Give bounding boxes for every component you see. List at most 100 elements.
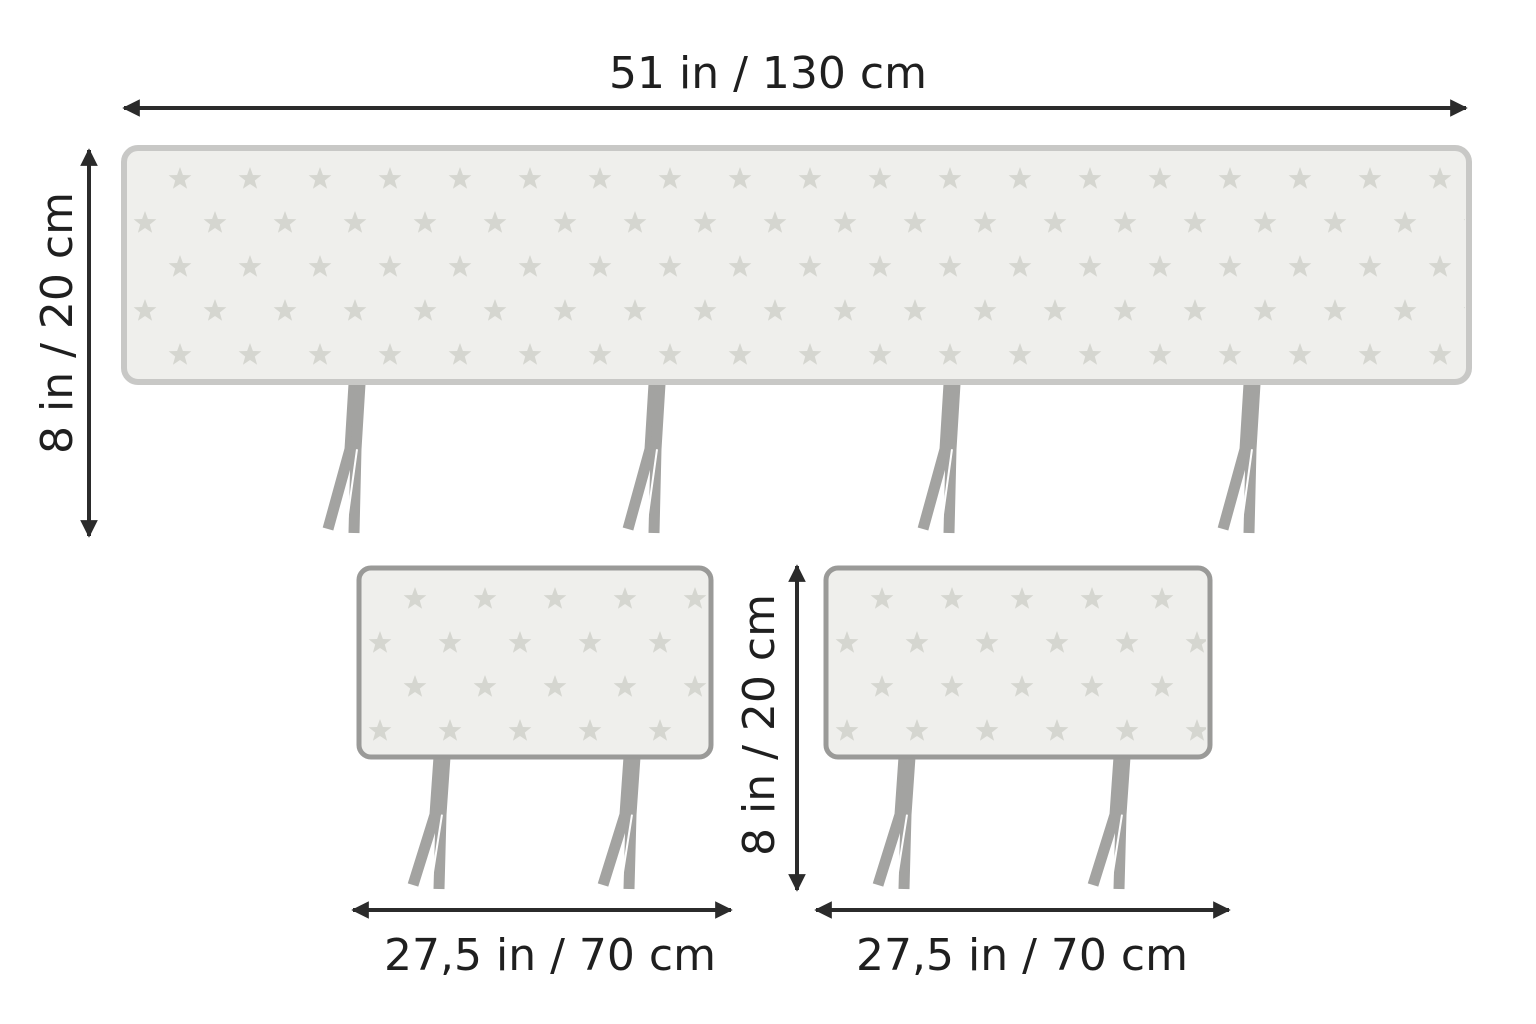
- star-icon: [413, 211, 437, 233]
- star-icon: [238, 255, 262, 277]
- star-icon: [1010, 587, 1034, 609]
- star-icon: [973, 211, 997, 233]
- star-icon: [1078, 343, 1102, 365]
- star-icon: [368, 631, 392, 653]
- star-icon: [308, 343, 332, 365]
- star-icon: [343, 299, 367, 321]
- star-icon: [508, 719, 532, 741]
- star-icon: [1253, 299, 1277, 321]
- star-icon: [483, 299, 507, 321]
- star-icon: [308, 167, 332, 189]
- star-icon: [1499, 167, 1522, 189]
- star-icon: [1218, 343, 1242, 365]
- star-icon: [1150, 587, 1174, 609]
- star-icon: [543, 675, 567, 697]
- tie-ribbon: [407, 756, 445, 887]
- small-right-width-label: 27,5 in / 70 cm: [856, 930, 1188, 981]
- star-icon: [1428, 167, 1452, 189]
- star-icon: [973, 299, 997, 321]
- star-icon: [133, 299, 157, 321]
- star-icon: [975, 719, 999, 741]
- star-icon: [168, 343, 192, 365]
- star-icon: [413, 299, 437, 321]
- star-icon: [870, 587, 894, 609]
- star-icon: [1218, 167, 1242, 189]
- star-icon: [1393, 299, 1417, 321]
- star-icon: [1499, 343, 1522, 365]
- small-left-body: [356, 565, 714, 760]
- tie-separator: [895, 814, 908, 886]
- star-icon: [683, 587, 707, 609]
- star-icon: [1253, 211, 1277, 233]
- star-icon: [903, 211, 927, 233]
- star-icon: [648, 631, 672, 653]
- star-icon: [1148, 167, 1172, 189]
- star-icon: [1428, 343, 1452, 365]
- star-icon: [648, 719, 672, 741]
- tie-separator: [1110, 814, 1123, 886]
- star-icon: [728, 167, 752, 189]
- star-icon: [1113, 299, 1137, 321]
- star-icon: [448, 255, 472, 277]
- star-icon: [1288, 167, 1312, 189]
- star-icon: [273, 211, 297, 233]
- small-panel-left: [356, 565, 714, 890]
- small-panel-right: [823, 565, 1244, 890]
- star-icon: [833, 299, 857, 321]
- main-height-label: 8 in / 20 cm: [32, 192, 83, 454]
- star-icon: [588, 255, 612, 277]
- star-icon: [798, 167, 822, 189]
- star-icon: [1010, 675, 1034, 697]
- star-icon: [168, 255, 192, 277]
- star-icon: [728, 343, 752, 365]
- main-panel-ties: [322, 383, 1261, 534]
- star-icon: [940, 675, 964, 697]
- star-icon: [835, 587, 1244, 741]
- tie-ribbon: [917, 383, 955, 531]
- star-icon: [623, 299, 647, 321]
- star-icon: [1043, 299, 1067, 321]
- star-icon: [1148, 343, 1172, 365]
- star-icon: [518, 343, 542, 365]
- star-icon: [403, 587, 427, 609]
- star-icon: [1463, 307, 1465, 309]
- star-icon: [553, 211, 577, 233]
- small-left-ties: [407, 756, 641, 890]
- star-icon: [1045, 719, 1069, 741]
- star-icon: [1221, 675, 1244, 697]
- star-icon: [1043, 211, 1067, 233]
- star-icon: [1499, 255, 1522, 277]
- star-icon: [905, 631, 929, 653]
- star-icon: [308, 255, 332, 277]
- star-icon: [1358, 167, 1382, 189]
- tie-ribbon: [1217, 383, 1255, 531]
- star-icon: [835, 719, 859, 741]
- star-icon: [238, 343, 262, 365]
- tie-ribbon: [872, 756, 910, 887]
- star-icon: [1323, 211, 1347, 233]
- star-icon: [658, 167, 682, 189]
- star-icon: [868, 343, 892, 365]
- star-icon: [975, 631, 999, 653]
- star-icon: [683, 675, 707, 697]
- star-icon: [343, 211, 367, 233]
- star-icon: [483, 211, 507, 233]
- star-icon: [448, 343, 472, 365]
- star-icon: [1148, 255, 1172, 277]
- star-icon: [613, 675, 637, 697]
- star-icon: [658, 255, 682, 277]
- star-icon: [1080, 675, 1104, 697]
- tie-separator: [620, 814, 633, 886]
- star-icon: [508, 631, 532, 653]
- star-icon: [448, 167, 472, 189]
- star-icon: [728, 255, 752, 277]
- star-icon: [693, 299, 717, 321]
- star-icon: [1288, 343, 1312, 365]
- star-icon: [1078, 167, 1102, 189]
- main-panel: [121, 145, 1522, 534]
- tie-separator: [430, 814, 443, 886]
- star-icon: [938, 343, 962, 365]
- tie-separator: [1240, 449, 1253, 530]
- tie-ribbon: [622, 383, 660, 531]
